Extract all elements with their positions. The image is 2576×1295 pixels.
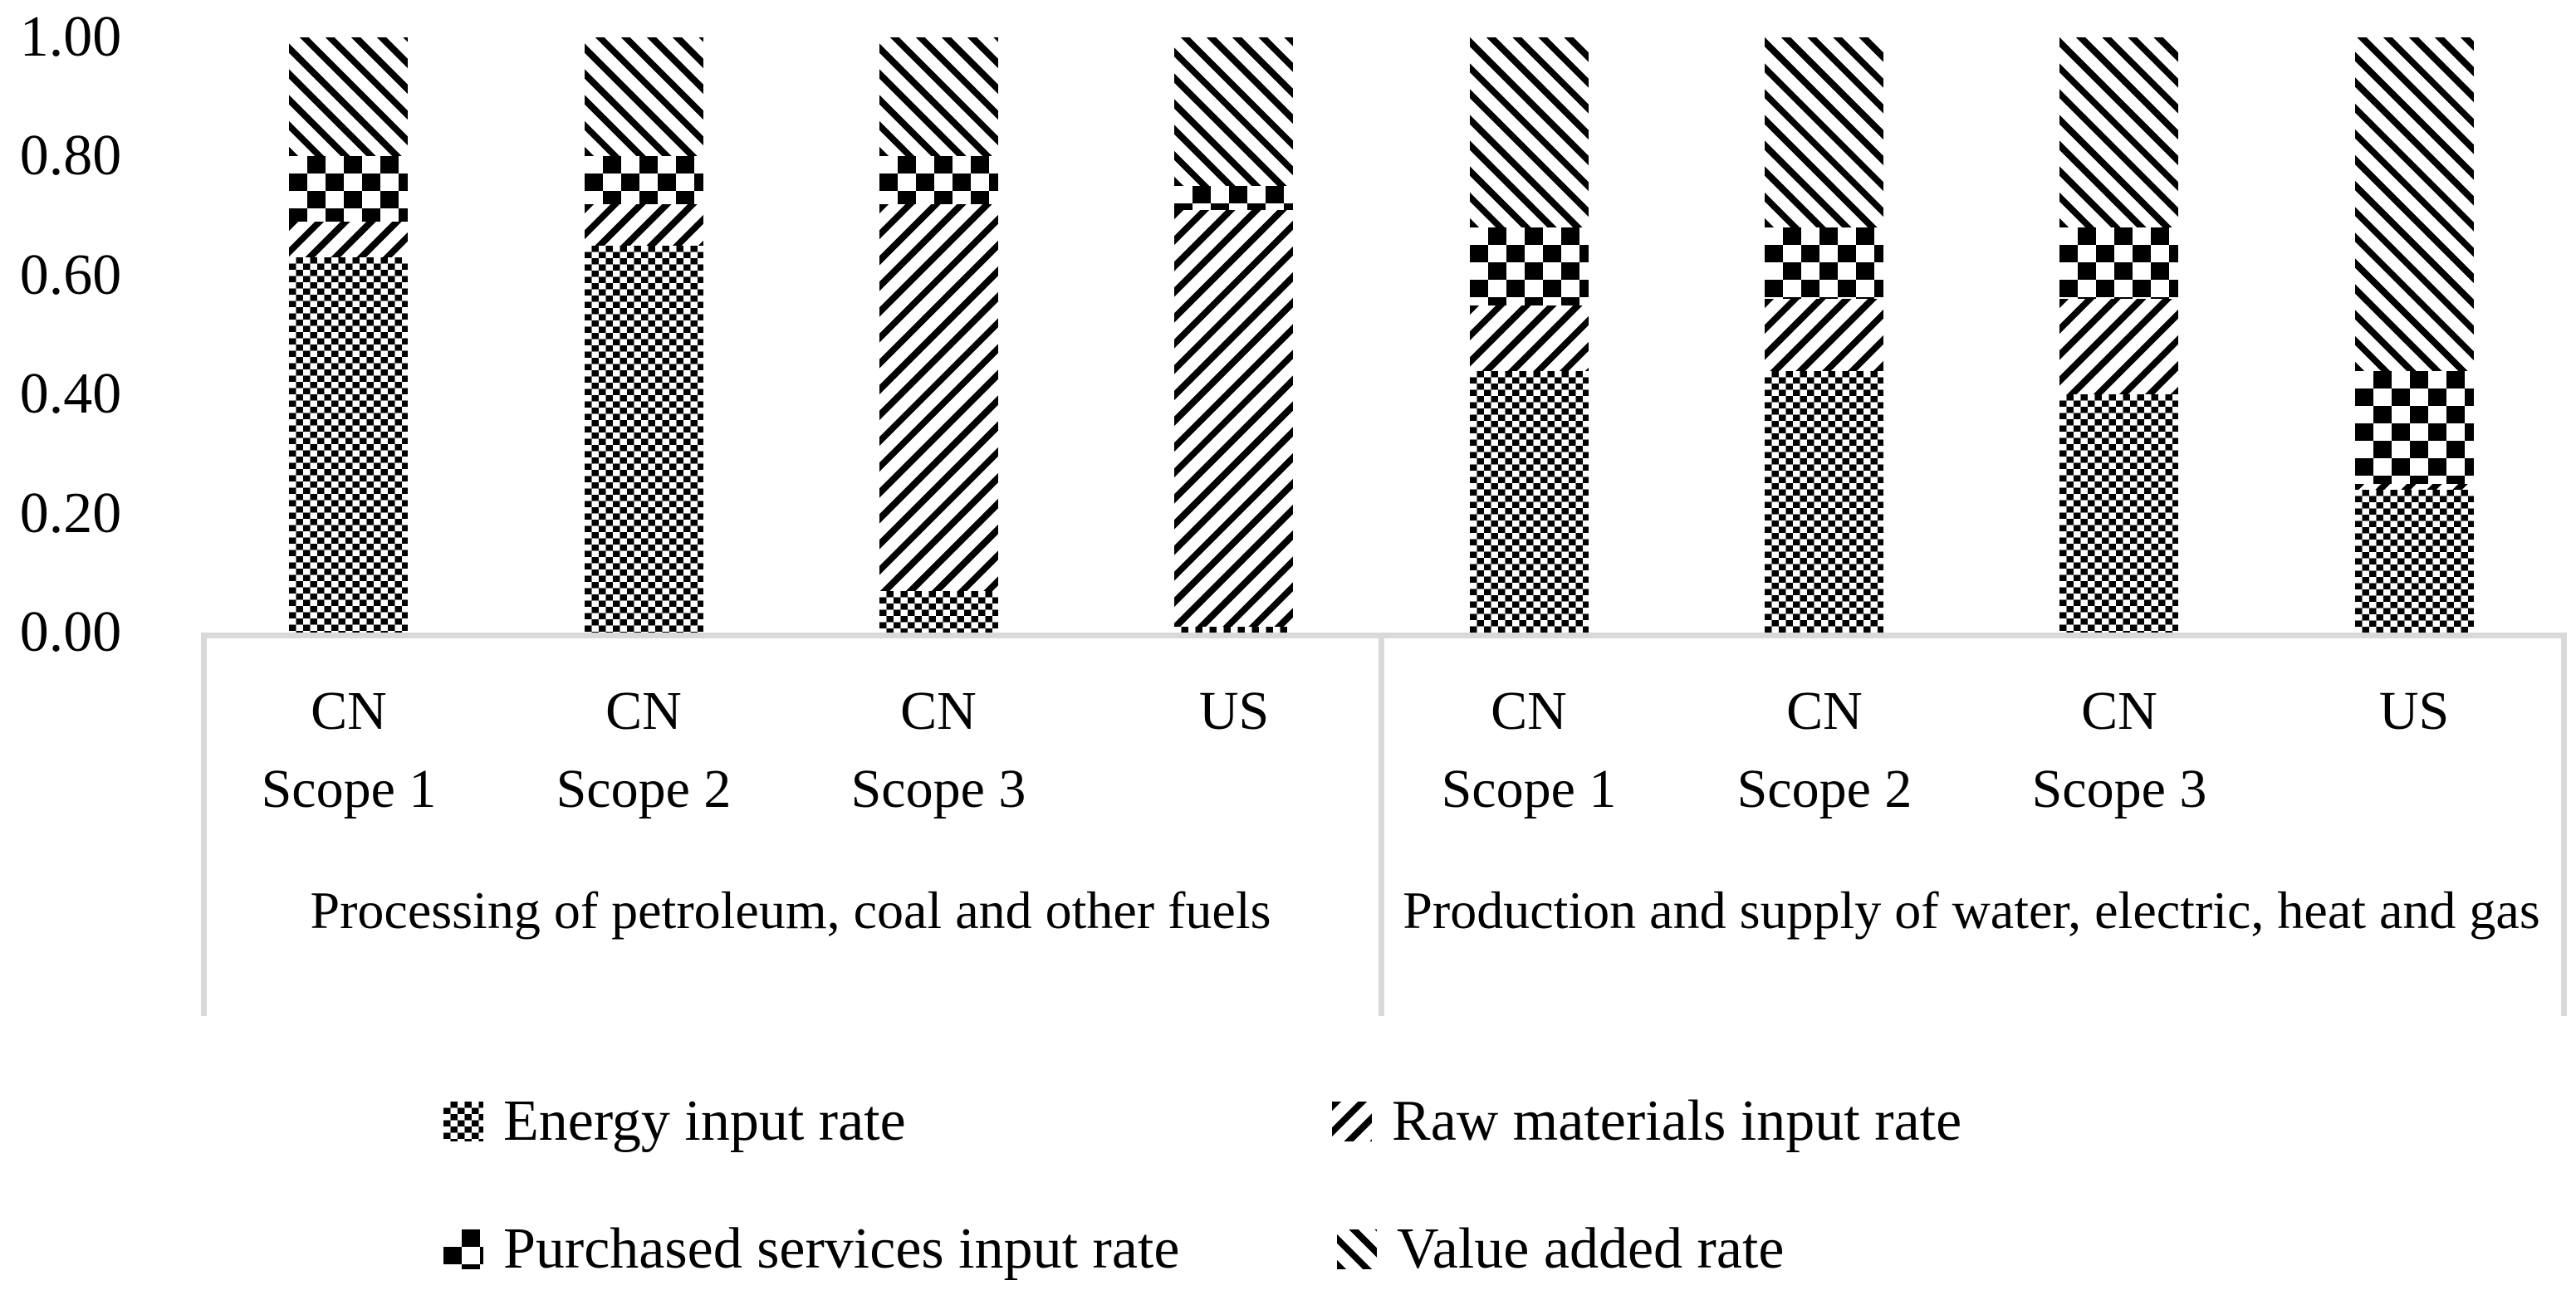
x-tick-label-cn-scope-2: CN Scope 2 <box>1658 672 1991 828</box>
segment-value-added-rate <box>2059 37 2178 227</box>
bar-cn-scope-1-group2 <box>1470 37 1589 633</box>
x-tick-line1: CN <box>900 681 977 741</box>
segment-value-added-rate <box>2355 37 2474 371</box>
category-axis-left-border <box>201 633 207 1016</box>
group-label-water-electric-heat-gas: Production and supply of water, electric… <box>1403 881 2540 940</box>
x-tick-label-us: US <box>2248 672 2576 750</box>
group-label-petroleum: Processing of petroleum, coal and other … <box>310 881 1271 940</box>
x-tick-line1: CN <box>605 681 682 741</box>
x-tick-line1: CN <box>2081 681 2157 741</box>
y-axis-tick-label: 0.40 <box>19 362 122 427</box>
x-tick-label-cn-scope-1: CN Scope 1 <box>183 672 515 828</box>
legend-label: Purchased services input rate <box>503 1217 1180 1281</box>
legend-label: Value added rate <box>1397 1217 1785 1281</box>
legend-label: Energy input rate <box>503 1089 906 1153</box>
segment-value-added-rate <box>289 37 408 156</box>
y-axis-tick-label: 0.00 <box>19 600 122 664</box>
segment-value-added-rate <box>1174 37 1293 186</box>
bar-cn-scope-2-group2 <box>1765 37 1883 633</box>
segment-energy-input-rate <box>289 257 408 633</box>
segment-energy-input-rate <box>1765 371 1883 633</box>
bar-cn-scope-3-group1 <box>879 37 998 633</box>
x-tick-line2: Scope 3 <box>850 759 1026 819</box>
segment-raw-materials-input-rate <box>1174 210 1293 627</box>
segment-purchased-services-input-rate <box>1470 227 1589 305</box>
segment-energy-input-rate <box>879 591 998 633</box>
x-tick-label-cn-scope-1: CN Scope 1 <box>1363 672 1695 828</box>
segment-purchased-services-input-rate <box>585 156 703 204</box>
legend-swatch-value-added-rate <box>1337 1229 1377 1269</box>
x-tick-label-us: US <box>1068 672 1400 750</box>
x-tick-line2: Scope 2 <box>1736 759 1912 819</box>
segment-purchased-services-input-rate <box>1765 227 1883 299</box>
segment-energy-input-rate <box>2059 394 2178 633</box>
segment-purchased-services-input-rate <box>2059 227 2178 299</box>
x-tick-label-cn-scope-3: CN Scope 3 <box>772 672 1104 828</box>
bar-cn-scope-2-group1 <box>585 37 703 633</box>
segment-purchased-services-input-rate <box>2355 371 2474 484</box>
segment-value-added-rate <box>1765 37 1883 227</box>
segment-value-added-rate <box>1470 37 1589 227</box>
segment-value-added-rate <box>879 37 998 156</box>
category-axis-right-border <box>2561 633 2567 1016</box>
y-axis-tick-label: 0.80 <box>19 124 122 188</box>
x-tick-line1: US <box>2378 681 2450 741</box>
legend-item-purchased-services-input-rate: Purchased services input rate <box>443 1212 1179 1287</box>
legend-swatch-purchased-services-input-rate <box>443 1229 483 1269</box>
x-tick-label-cn-scope-2: CN Scope 2 <box>477 672 810 828</box>
bar-cn-scope-3-group2 <box>2059 37 2178 633</box>
plot-area <box>201 37 2562 633</box>
segment-raw-materials-input-rate <box>2059 299 2178 394</box>
segment-purchased-services-input-rate <box>879 156 998 204</box>
segment-energy-input-rate <box>585 246 703 633</box>
segment-purchased-services-input-rate <box>1174 186 1293 210</box>
segment-raw-materials-input-rate <box>879 204 998 591</box>
y-axis-tick-label: 1.00 <box>19 5 122 69</box>
segment-energy-input-rate <box>1470 371 1589 633</box>
x-tick-line1: CN <box>311 681 387 741</box>
legend-swatch-energy-input-rate <box>443 1102 483 1141</box>
x-tick-line2: Scope 3 <box>2031 759 2207 819</box>
segment-energy-input-rate <box>1174 627 1293 633</box>
x-tick-line1: US <box>1198 681 1270 741</box>
bar-cn-scope-1-group1 <box>289 37 408 633</box>
x-tick-label-cn-scope-3: CN Scope 3 <box>1953 672 2285 828</box>
segment-raw-materials-input-rate <box>1470 305 1589 371</box>
x-tick-line1: CN <box>1786 681 1863 741</box>
segment-raw-materials-input-rate <box>1765 299 1883 371</box>
legend-item-energy-input-rate: Energy input rate <box>443 1084 906 1159</box>
x-tick-line1: CN <box>1491 681 1567 741</box>
x-tick-line2: Scope 1 <box>261 759 437 819</box>
y-axis-tick-label: 0.20 <box>19 481 122 545</box>
segment-raw-materials-input-rate <box>2355 484 2474 490</box>
bar-us-group1 <box>1174 37 1293 633</box>
legend-swatch-raw-materials-input-rate <box>1332 1102 1372 1141</box>
segment-raw-materials-input-rate <box>289 222 408 257</box>
y-axis-tick-label: 0.60 <box>19 242 122 307</box>
segment-purchased-services-input-rate <box>289 156 408 222</box>
legend-item-value-added-rate: Value added rate <box>1337 1212 1784 1287</box>
legend-item-raw-materials-input-rate: Raw materials input rate <box>1332 1084 1961 1159</box>
segment-raw-materials-input-rate <box>585 204 703 246</box>
category-axis-group-divider <box>1379 633 1384 1016</box>
x-tick-line2: Scope 2 <box>556 759 732 819</box>
segment-energy-input-rate <box>2355 490 2474 633</box>
x-tick-line2: Scope 1 <box>1441 759 1617 819</box>
segment-value-added-rate <box>585 37 703 156</box>
legend-label: Raw materials input rate <box>1392 1089 1962 1153</box>
bar-us-group2 <box>2355 37 2474 633</box>
